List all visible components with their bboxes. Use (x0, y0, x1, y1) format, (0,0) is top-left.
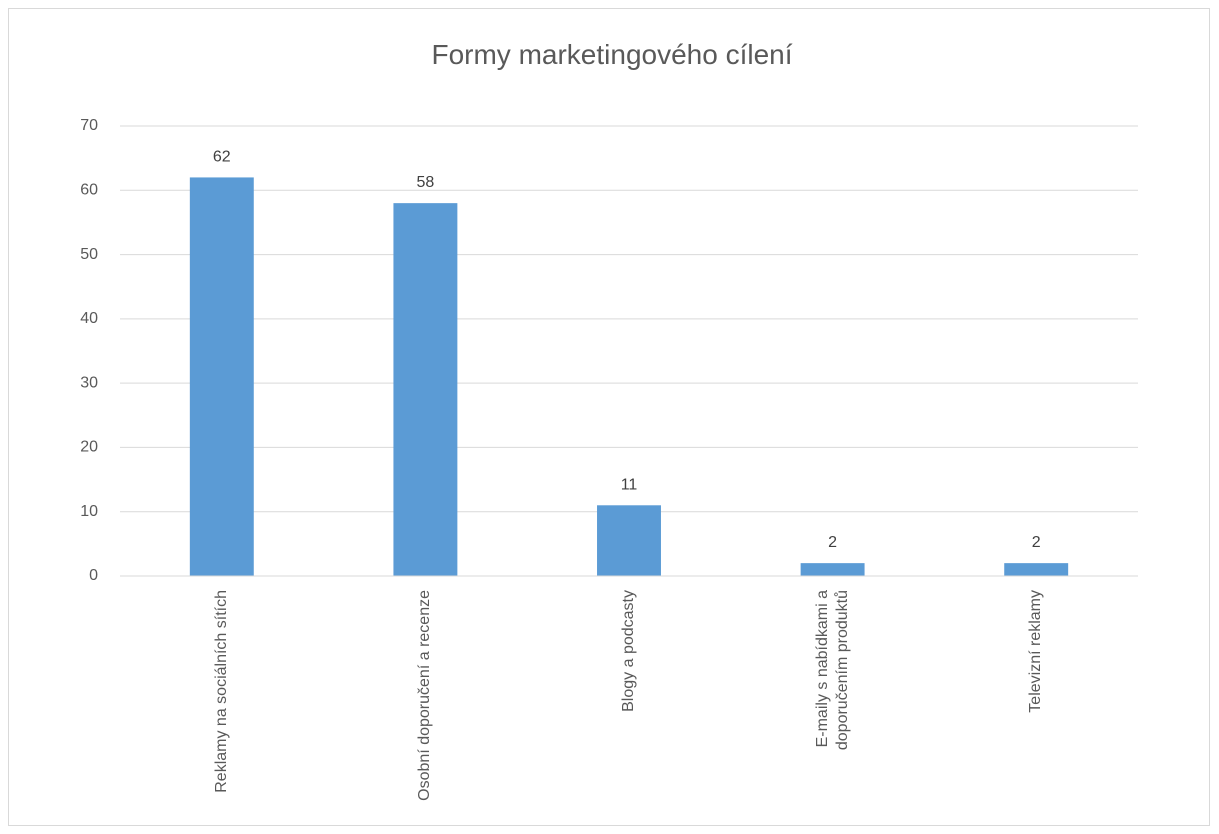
y-tick-label: 50 (80, 246, 98, 263)
data-label: 11 (621, 476, 638, 493)
y-tick-label: 10 (80, 503, 98, 520)
chart-title: Formy marketingového cílení (431, 39, 792, 70)
x-tick-label: Televizní reklamy (1027, 590, 1045, 713)
chart-frame (8, 8, 1210, 826)
y-tick-label: 0 (89, 567, 98, 584)
y-tick-label: 70 (80, 117, 98, 134)
y-tick-label: 20 (80, 439, 98, 456)
x-tick-label: Blogy a podcasty (620, 590, 637, 712)
x-tick-label: Reklamy na sociálních sítích (212, 590, 230, 793)
bar (393, 203, 458, 576)
bar (800, 563, 865, 576)
data-label: 62 (213, 148, 231, 165)
data-label: 2 (828, 534, 837, 551)
data-label: 58 (417, 174, 435, 191)
bar (189, 177, 254, 576)
y-tick-label: 30 (80, 374, 98, 391)
bar (1004, 563, 1069, 576)
y-tick-label: 60 (80, 182, 98, 199)
x-tick-label: E-maily s nabídkami a doporučením produk… (813, 590, 851, 751)
bar (597, 505, 661, 576)
data-label: 2 (1032, 534, 1041, 551)
x-tick-label: Osobní doporučení a recenze (416, 590, 434, 801)
y-tick-label: 40 (80, 310, 98, 327)
